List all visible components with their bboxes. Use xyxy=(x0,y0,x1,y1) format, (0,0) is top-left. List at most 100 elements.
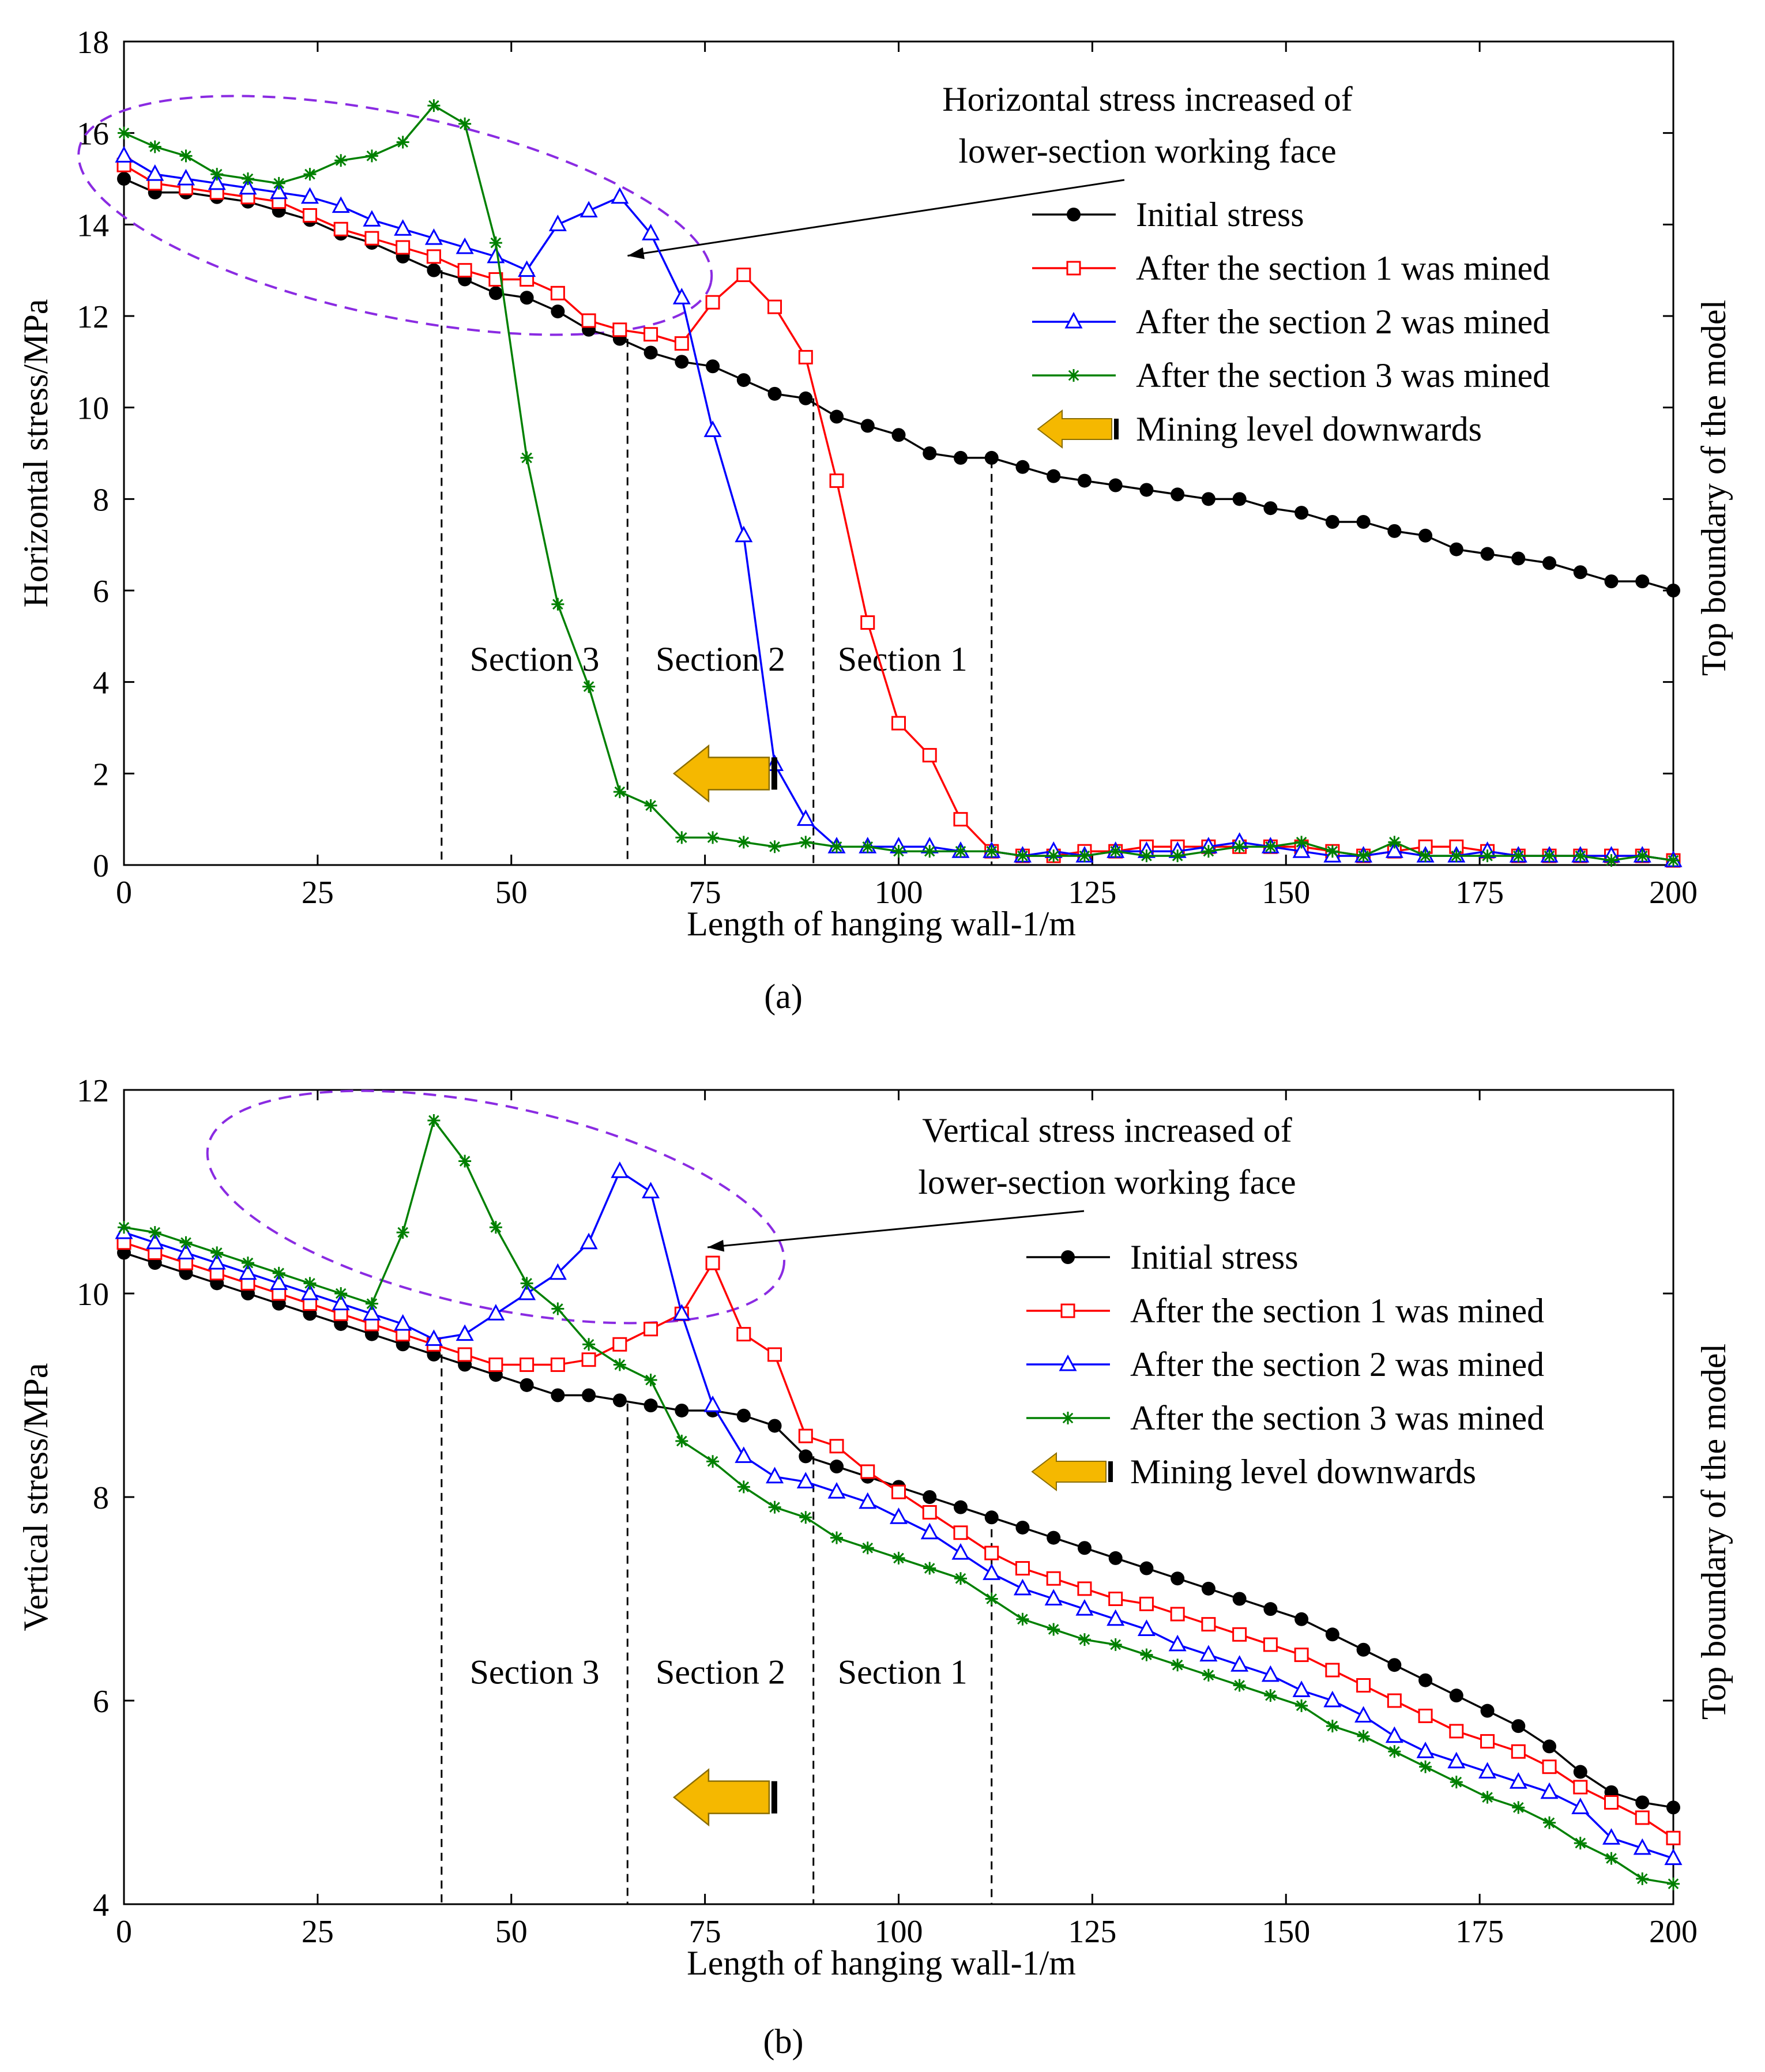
data-point xyxy=(644,799,657,812)
data-point xyxy=(796,809,815,826)
data-point xyxy=(1542,556,1557,570)
data-point xyxy=(1356,1678,1371,1693)
data-point xyxy=(766,1466,784,1484)
data-point xyxy=(613,1358,626,1371)
data-point xyxy=(1664,1848,1683,1866)
data-point xyxy=(1295,1699,1308,1712)
data-point xyxy=(548,1263,567,1280)
x-tick-label: 75 xyxy=(689,875,721,911)
data-point xyxy=(1078,849,1091,863)
highlight-ellipse xyxy=(77,95,713,336)
data-point xyxy=(643,345,658,360)
x-tick-label: 50 xyxy=(495,1914,528,1950)
legend-label: Initial stress xyxy=(1136,195,1304,234)
data-point xyxy=(1015,1520,1030,1535)
data-point xyxy=(953,450,968,465)
annotation-line-1: Horizontal stress increased of xyxy=(942,80,1352,118)
data-point xyxy=(551,1388,565,1402)
legend-swatch-marker xyxy=(1062,1412,1074,1424)
data-point xyxy=(829,1439,844,1454)
data-point xyxy=(1171,849,1184,863)
data-point xyxy=(488,1357,503,1372)
data-point xyxy=(829,473,844,488)
x-tick-label: 200 xyxy=(1649,875,1698,911)
legend-swatch-marker xyxy=(1067,208,1081,221)
data-point xyxy=(239,1263,257,1280)
data-point xyxy=(703,420,722,437)
data-point xyxy=(736,1408,751,1423)
data-point xyxy=(1666,584,1680,597)
annotation-arrowhead xyxy=(707,1240,725,1252)
data-point xyxy=(520,1378,534,1392)
section-label: Section 1 xyxy=(838,1653,968,1691)
legend-swatch-marker xyxy=(1060,1303,1075,1318)
data-point xyxy=(239,178,257,195)
x-tick-label: 100 xyxy=(875,1914,923,1950)
data-point xyxy=(1108,1592,1123,1606)
data-point xyxy=(363,1304,381,1321)
data-point xyxy=(332,1293,350,1311)
data-point xyxy=(1573,565,1587,580)
data-point xyxy=(1388,1745,1401,1758)
data-point xyxy=(176,168,195,186)
data-point xyxy=(889,1507,908,1524)
data-point xyxy=(1139,1561,1154,1575)
legend-entry: After the section 1 was mined xyxy=(1026,1292,1544,1330)
data-point xyxy=(953,1525,968,1540)
data-point xyxy=(1013,1578,1032,1596)
data-point xyxy=(796,1472,815,1489)
data-point xyxy=(953,812,968,827)
data-point xyxy=(1543,1816,1556,1829)
data-point xyxy=(1294,1612,1309,1626)
data-point xyxy=(1574,1837,1587,1850)
data-point xyxy=(550,1357,565,1372)
data-point xyxy=(1416,1742,1435,1758)
data-point xyxy=(115,146,133,163)
legend-swatch-marker xyxy=(1067,369,1080,382)
left-arrow-icon xyxy=(1031,1451,1107,1492)
data-point xyxy=(489,1221,502,1234)
data-point xyxy=(1418,528,1433,543)
legend-entry: After the section 3 was mined xyxy=(1032,356,1550,394)
arrow-tail-bar xyxy=(771,1781,777,1814)
data-point xyxy=(272,1266,285,1280)
data-point xyxy=(1263,1637,1278,1652)
x-tick-label: 175 xyxy=(1455,875,1504,911)
data-point xyxy=(1667,1877,1680,1890)
series-4 xyxy=(118,99,1680,867)
data-point xyxy=(706,831,720,844)
data-point xyxy=(920,1522,939,1540)
data-point xyxy=(427,99,441,112)
data-point xyxy=(1633,1838,1651,1855)
data-point xyxy=(365,149,378,163)
x-tick-label: 200 xyxy=(1649,1914,1698,1950)
data-point xyxy=(488,286,503,300)
data-point xyxy=(983,1563,1001,1580)
data-point xyxy=(984,1510,999,1525)
data-point xyxy=(1325,515,1339,529)
data-point xyxy=(332,196,350,213)
y-tick-label: 12 xyxy=(77,299,109,335)
data-point xyxy=(892,1551,905,1565)
data-point xyxy=(148,1226,161,1239)
legend-swatch-marker xyxy=(1061,1250,1075,1264)
data-point xyxy=(1419,1760,1432,1773)
data-point xyxy=(1387,1658,1402,1672)
data-point xyxy=(1075,1599,1094,1616)
data-point xyxy=(1140,849,1153,863)
data-point xyxy=(799,1511,812,1524)
y-tick-label: 8 xyxy=(93,482,109,518)
data-point xyxy=(1202,1668,1215,1682)
data-point xyxy=(951,1543,970,1560)
y-tick-label: 4 xyxy=(93,1887,109,1923)
data-point xyxy=(1263,1602,1278,1616)
arrow-tail-bar xyxy=(1108,1461,1113,1482)
right-boundary-label: Top boundary of the model xyxy=(1695,1344,1733,1720)
data-point xyxy=(270,182,288,200)
data-point xyxy=(1232,492,1247,506)
data-point xyxy=(922,748,937,763)
legend-label: After the section 1 was mined xyxy=(1136,249,1550,287)
data-point xyxy=(1511,1719,1526,1733)
data-point xyxy=(892,845,905,858)
data-point xyxy=(1201,1617,1216,1632)
